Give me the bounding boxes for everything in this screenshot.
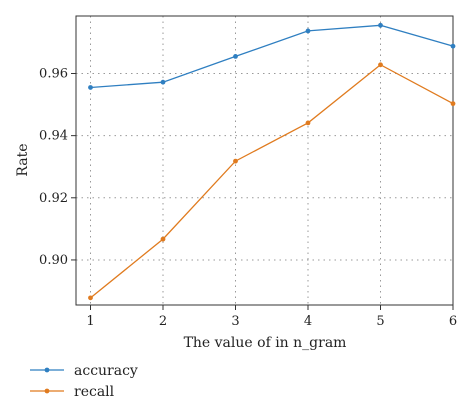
- data-point-recall: [233, 158, 238, 164]
- data-point-accuracy: [305, 28, 311, 34]
- data-point-accuracy: [160, 79, 166, 85]
- data-point-accuracy: [88, 85, 93, 90]
- x-tick-label: 2: [159, 314, 167, 329]
- x-tick-label: 5: [376, 314, 384, 329]
- legend-label-accuracy: accuracy: [74, 363, 138, 379]
- y-tick-label: 0.90: [39, 253, 68, 268]
- x-axis-title: The value of in n_gram: [184, 335, 347, 351]
- data-point-recall: [450, 101, 456, 107]
- series-group: [88, 22, 456, 301]
- data-point-recall: [88, 295, 93, 301]
- legend-marker-accuracy: [44, 367, 50, 373]
- data-point-accuracy: [233, 53, 238, 59]
- legend-label-recall: recall: [74, 384, 115, 400]
- y-tick-label: 0.92: [39, 191, 68, 206]
- plot-frame: [75, 15, 454, 306]
- x-tick-label: 3: [231, 314, 239, 329]
- data-point-accuracy: [378, 22, 383, 28]
- data-point-recall: [305, 120, 311, 126]
- y-tick-label: 0.94: [39, 129, 68, 144]
- y-tick-label: 0.96: [39, 66, 68, 81]
- grid: [76, 16, 454, 305]
- data-point-recall: [378, 62, 383, 68]
- legend-marker-recall: [44, 388, 50, 394]
- axis-ticks: 1 2 3 4 5 6 0.90 0.92 0.94 0.96: [39, 66, 457, 329]
- series-line-accuracy: [90, 24, 454, 89]
- x-tick-label: 6: [449, 314, 457, 329]
- y-axis-title: Rate: [15, 143, 31, 176]
- data-point-accuracy: [450, 43, 456, 49]
- series-line-recall: [90, 64, 454, 299]
- legend: accuracy recall: [30, 363, 138, 400]
- data-point-recall: [160, 236, 166, 242]
- x-tick-label: 1: [86, 314, 94, 329]
- x-tick-label: 4: [304, 314, 312, 329]
